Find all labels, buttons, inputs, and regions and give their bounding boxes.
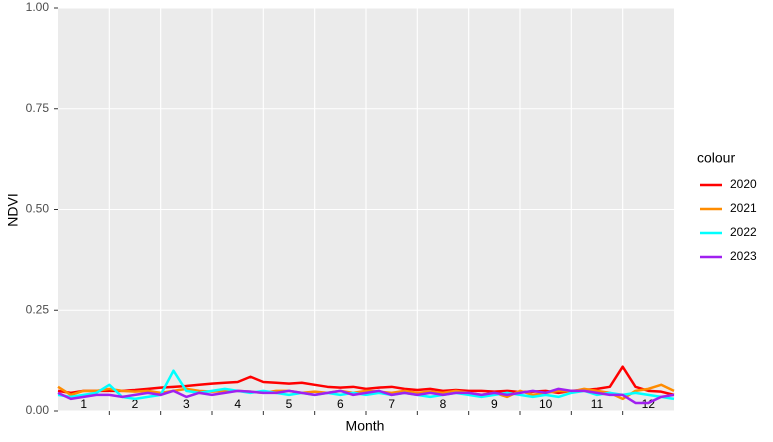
x-tick-label: 8 <box>440 397 447 411</box>
x-tick-label: 2 <box>132 397 139 411</box>
y-tick-label: 0.50 <box>26 202 50 216</box>
x-tick-label: 1 <box>80 397 87 411</box>
x-tick-label: 4 <box>234 397 241 411</box>
y-tick-label: 0.25 <box>26 302 50 316</box>
legend-label: 2021 <box>730 201 757 215</box>
x-tick-label: 5 <box>286 397 293 411</box>
x-tick-label: 11 <box>591 397 604 411</box>
x-tick-label: 3 <box>183 397 190 411</box>
y-axis-label: NDVI <box>5 193 21 226</box>
y-tick-label: 0.75 <box>26 101 50 115</box>
x-tick-label: 6 <box>337 397 344 411</box>
series-line <box>57 387 675 405</box>
x-axis-label: Month <box>346 418 385 434</box>
y-tick-label: 1.00 <box>26 0 50 14</box>
x-tick-label: 9 <box>491 397 498 411</box>
x-tick-label: 7 <box>388 397 395 411</box>
legend-label: 2022 <box>730 225 757 239</box>
legend-title: colour <box>697 150 735 166</box>
legend-label: 2020 <box>730 177 757 191</box>
legend-label: 2023 <box>730 249 757 263</box>
y-tick-label: 0.00 <box>26 403 50 417</box>
x-tick-label: 10 <box>539 397 553 411</box>
